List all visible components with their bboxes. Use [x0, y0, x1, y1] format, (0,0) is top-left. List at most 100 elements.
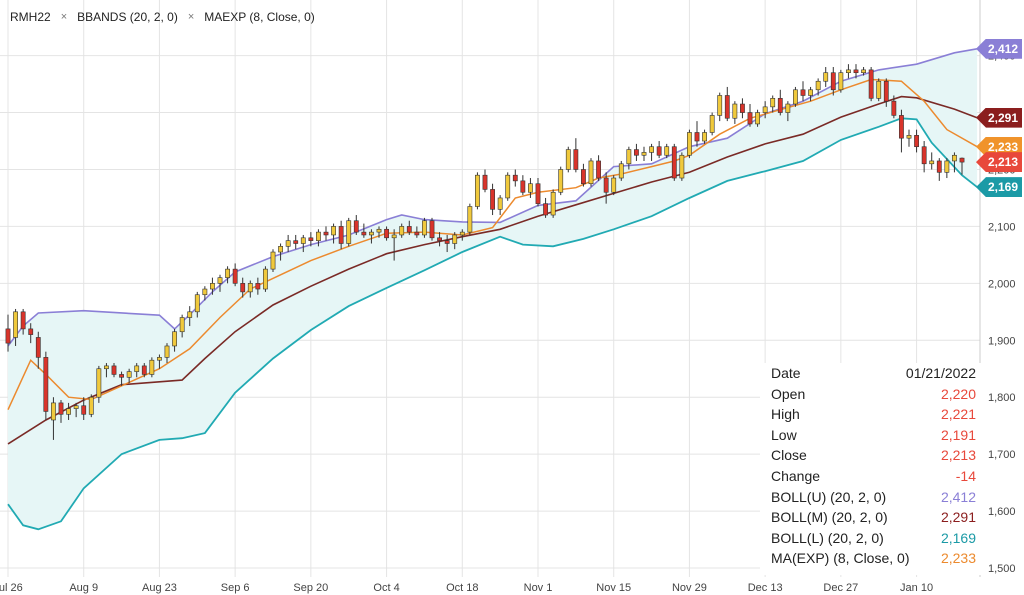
candle	[406, 220, 412, 235]
candle	[914, 129, 919, 153]
candle	[391, 229, 397, 261]
info-row-date: Date 01/21/2022	[760, 363, 982, 384]
candle-body	[815, 80, 821, 91]
candle	[573, 138, 579, 173]
info-value: 2,221	[940, 406, 976, 423]
remove-maexp-icon[interactable]: ×	[187, 11, 195, 23]
candle-body	[838, 72, 844, 91]
candle-body	[73, 405, 79, 409]
info-label: Change	[771, 467, 821, 484]
candle-body	[278, 246, 283, 253]
candle-body	[338, 226, 344, 244]
candle	[702, 129, 707, 144]
x-tick-label: Dec 13	[748, 582, 783, 594]
info-value: 2,191	[940, 426, 976, 443]
candle-body	[444, 240, 450, 244]
info-value: 2,233	[940, 550, 976, 567]
candle-body	[452, 234, 458, 244]
candle-body	[709, 115, 715, 133]
candle-body	[868, 69, 874, 99]
chart-legend: RMH22 × BBANDS (20, 2, 0) × MAEXP (8, Cl…	[10, 10, 315, 24]
candle-body	[543, 203, 548, 216]
candle-body	[785, 103, 791, 113]
info-label: MA(EXP) (8, Close, 0)	[771, 550, 910, 567]
candle	[853, 64, 859, 79]
candle-body	[505, 174, 511, 199]
candle-body	[914, 135, 919, 148]
candle-body	[883, 80, 889, 102]
candle-body	[762, 106, 768, 113]
symbol-label: RMH22	[10, 10, 51, 24]
candle-body	[777, 98, 783, 113]
candle-body	[573, 149, 579, 170]
candle-body	[81, 405, 87, 415]
remove-bbands-icon[interactable]: ×	[60, 11, 68, 23]
y-tick-label: 1,800	[988, 392, 1016, 404]
maexp-label[interactable]: MAEXP (8, Close, 0)	[204, 10, 315, 24]
candle-body	[861, 69, 866, 74]
candle	[96, 365, 102, 403]
candle-body	[316, 231, 321, 241]
candle-body	[634, 149, 639, 156]
candle	[459, 229, 465, 241]
candle	[596, 155, 601, 181]
candle	[558, 166, 564, 196]
candle	[611, 175, 617, 196]
candle	[194, 291, 200, 318]
candle-body	[528, 183, 533, 193]
candle	[429, 217, 435, 241]
candle	[255, 277, 261, 295]
info-value: 2,412	[940, 488, 976, 505]
candle	[467, 203, 473, 235]
info-label: BOLL(L) (20, 2, 0)	[771, 529, 884, 546]
candle-body	[747, 112, 753, 125]
candle	[777, 89, 783, 116]
candle	[278, 243, 283, 261]
info-value: 2,169	[940, 529, 976, 546]
candle	[179, 314, 185, 338]
candle-body	[732, 103, 738, 119]
candle-body	[944, 160, 950, 173]
candle	[793, 86, 798, 107]
candle	[808, 86, 813, 102]
candle	[732, 101, 738, 124]
candle-body	[172, 331, 177, 347]
candle	[747, 104, 753, 127]
candle	[823, 67, 829, 87]
bbands-label[interactable]: BBANDS (20, 2, 0)	[77, 10, 178, 24]
candle-body	[285, 240, 291, 247]
price-tag-lower: 2,169	[975, 177, 1022, 198]
candle	[861, 67, 866, 76]
candle	[338, 220, 344, 250]
candlesticks	[5, 64, 965, 440]
candle-body	[194, 294, 200, 313]
candle	[671, 143, 677, 181]
candle	[323, 226, 329, 241]
candle-body	[35, 337, 41, 358]
y-tick-label: 1,500	[988, 563, 1016, 575]
candle	[883, 78, 889, 107]
x-tick-label: Jul 26	[0, 582, 23, 594]
info-value: 2,291	[940, 509, 976, 526]
ema-line	[7, 78, 978, 411]
candle	[800, 81, 806, 102]
candle	[376, 226, 382, 238]
candle	[331, 223, 336, 244]
candle-body	[399, 226, 405, 236]
candle-body	[429, 220, 435, 239]
candle	[709, 112, 715, 136]
candle	[694, 121, 700, 147]
candle-body	[581, 169, 586, 185]
bollinger-lower-line	[7, 117, 978, 531]
candle-body	[641, 152, 647, 156]
candle	[565, 146, 571, 173]
candle-body	[134, 365, 140, 372]
info-value: 2,213	[940, 447, 976, 464]
candle-body	[535, 183, 541, 204]
candle	[369, 229, 374, 244]
info-label: BOLL(M) (20, 2, 0)	[771, 509, 888, 526]
candle-body	[217, 277, 223, 284]
candle-body	[149, 359, 155, 375]
candle	[649, 143, 654, 161]
info-row-open: Open 2,220	[760, 384, 982, 405]
